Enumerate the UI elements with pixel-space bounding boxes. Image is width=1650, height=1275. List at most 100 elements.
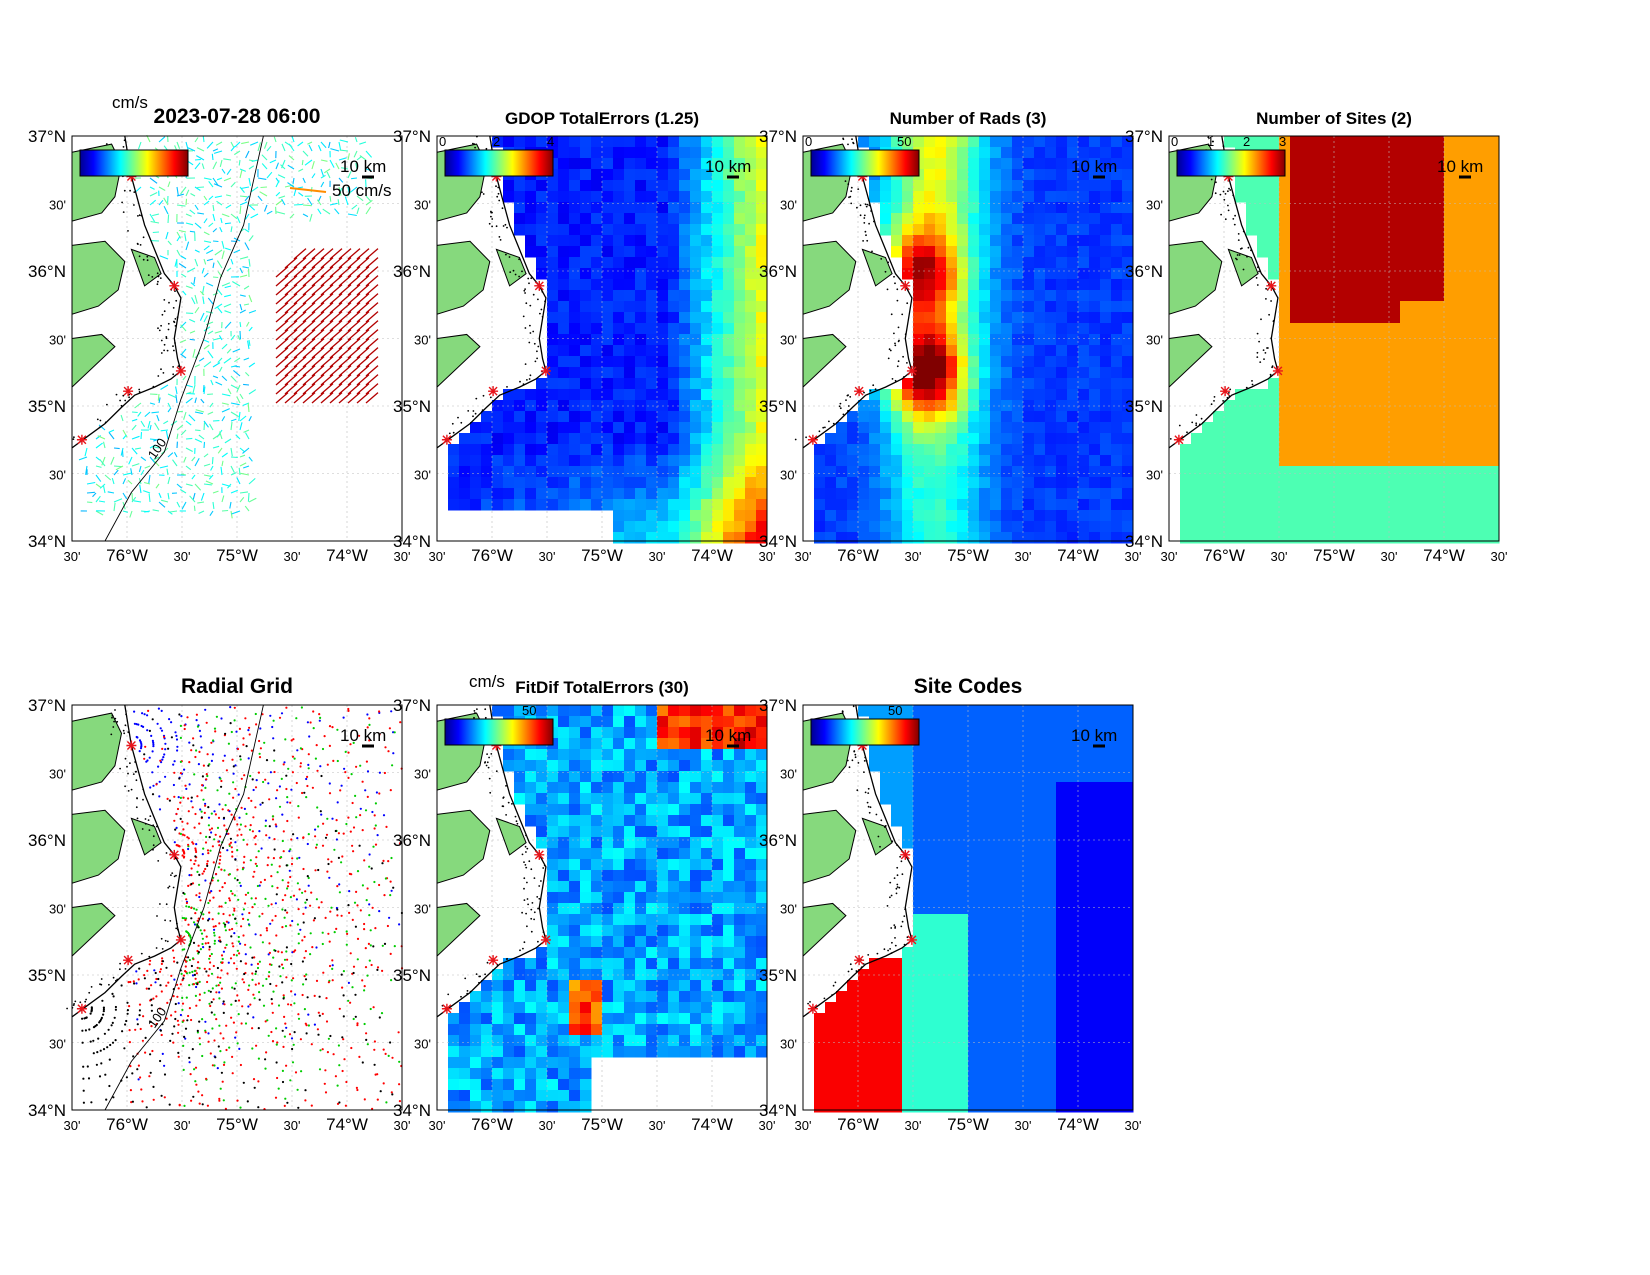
radial-grid-dot [182, 856, 185, 859]
raster-cell [701, 169, 713, 181]
current-vector [365, 284, 379, 296]
radial-grid-dot [214, 813, 217, 816]
raster-cell [536, 455, 548, 467]
raster-cell [1045, 433, 1057, 445]
raster-cell [1089, 213, 1101, 225]
current-vector [165, 430, 169, 440]
raster-cell [1356, 279, 1368, 291]
raster-cell [814, 488, 826, 500]
raster-cell [1422, 257, 1434, 269]
current-vector [129, 510, 133, 518]
raster-cell [858, 499, 870, 511]
raster-cell [1455, 510, 1467, 522]
current-vector [326, 171, 331, 179]
radial-grid-dot [218, 803, 221, 806]
coast-dot [850, 190, 853, 193]
raster-cell [756, 455, 768, 467]
raster-cell [1455, 301, 1467, 313]
raster-cell [1089, 169, 1101, 181]
raster-cell [734, 356, 746, 368]
raster-cell [536, 400, 548, 412]
raster-cell [1078, 345, 1090, 357]
radial-grid-dot [311, 946, 314, 949]
raster-cell [1001, 301, 1013, 313]
radial-grid-dot [265, 927, 268, 930]
raster-cell [756, 444, 768, 456]
current-vector [293, 374, 307, 386]
current-vector [320, 275, 334, 287]
current-vector [239, 415, 247, 422]
radial-grid-dot [391, 764, 394, 767]
raster-cell [1122, 158, 1134, 170]
raster-cell [1023, 312, 1035, 324]
radial-grid-dot [351, 986, 354, 989]
coast-dot [849, 195, 852, 198]
radial-grid-dot [183, 1104, 186, 1107]
radial-grid-dot [257, 982, 260, 985]
raster-cell [1100, 477, 1112, 489]
lon-label: 30' [284, 549, 301, 564]
raster-cell [1389, 235, 1401, 247]
coast-dot [105, 143, 108, 145]
radial-grid-dot [198, 883, 201, 886]
raster-cell [1444, 334, 1456, 346]
raster-cell [913, 180, 925, 192]
radial-grid-dot [336, 728, 339, 731]
raster-cell [1389, 510, 1401, 522]
raster-cell [1268, 191, 1280, 203]
raster-cell [1111, 389, 1123, 401]
raster-cell [756, 136, 768, 148]
raster-cell [1122, 136, 1134, 148]
raster-cell [957, 411, 969, 423]
raster-cell [1023, 158, 1035, 170]
raster-cell [1034, 378, 1046, 390]
raster-cell [935, 389, 947, 401]
raster-cell [492, 444, 504, 456]
current-vector [212, 148, 219, 152]
radial-grid-dot [229, 841, 233, 844]
raster-cell [1078, 301, 1090, 313]
raster-cell [1400, 433, 1412, 445]
raster-cell [1378, 345, 1390, 357]
raster-cell [657, 246, 669, 258]
radial-grid-dot [337, 1044, 340, 1047]
radial-grid-dot [201, 1018, 204, 1021]
raster-cell [1389, 323, 1401, 335]
radial-grid-dot [161, 1052, 164, 1055]
current-vector [275, 365, 289, 377]
raster-cell [1301, 246, 1313, 258]
radial-grid-dot [237, 793, 240, 796]
lon-label: 30' [1125, 549, 1142, 564]
current-vector [239, 447, 245, 453]
current-vector [113, 498, 123, 503]
raster-cell [1466, 532, 1478, 544]
raster-cell [1356, 257, 1368, 269]
current-vector [365, 311, 379, 323]
raster-cell [990, 389, 1002, 401]
raster-cell [712, 466, 724, 478]
raster-cell [1411, 158, 1423, 170]
raster-cell [547, 389, 559, 401]
current-vector [335, 162, 340, 170]
radial-grid-dot [248, 828, 252, 831]
colorbar-tick: 0 [1171, 134, 1178, 149]
radial-grid-dot [187, 797, 190, 800]
raster-cell [580, 367, 592, 379]
raster-cell [990, 422, 1002, 434]
raster-cell [847, 466, 859, 478]
radial-grid-dot [258, 884, 261, 887]
raster-cell [1257, 532, 1269, 544]
raster-cell [1367, 433, 1379, 445]
raster-cell [580, 356, 592, 368]
radial-grid-dot [218, 858, 222, 861]
raster-cell [924, 169, 936, 181]
raster-cell [1078, 180, 1090, 192]
current-vector [182, 375, 187, 381]
radial-grid-dot [163, 1064, 166, 1067]
current-vector [320, 284, 334, 296]
radial-grid-dot [340, 914, 343, 917]
coast-dot [489, 396, 492, 399]
raster-cell [1122, 191, 1134, 203]
radial-grid-dot [204, 786, 207, 789]
coast-dot [1237, 233, 1240, 235]
